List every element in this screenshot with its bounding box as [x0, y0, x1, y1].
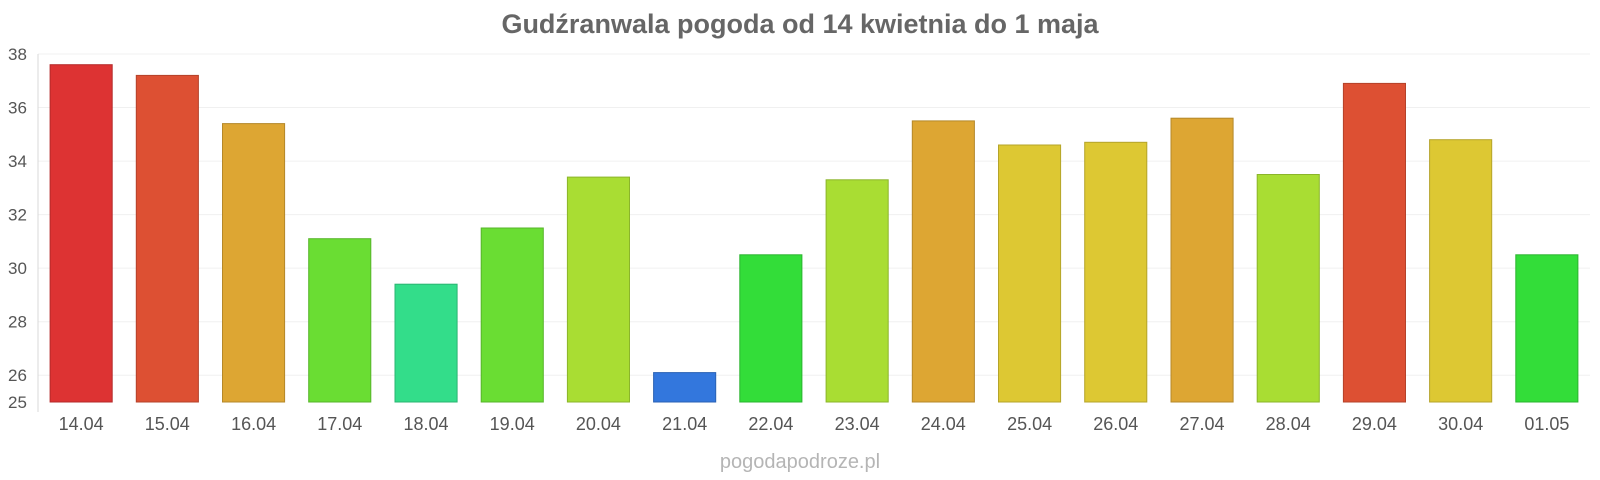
x-tick-label: 18.04 — [403, 414, 448, 434]
bar-19.04 — [480, 227, 544, 403]
bar-18.04 — [394, 283, 458, 403]
x-tick-label: 20.04 — [576, 414, 621, 434]
grid — [37, 53, 1590, 412]
x-tick-label: 23.04 — [835, 414, 880, 434]
bar-22.04 — [739, 254, 803, 403]
y-tick-label: 32 — [8, 206, 27, 225]
x-tick-label: 16.04 — [231, 414, 276, 434]
bar-24.04 — [911, 120, 975, 403]
bar-27.04 — [1170, 117, 1234, 403]
bar-26.04 — [1084, 141, 1148, 403]
bar-14.04 — [49, 64, 113, 403]
x-tick-label: 21.04 — [662, 414, 707, 434]
bars — [49, 64, 1579, 403]
x-tick-label: 24.04 — [921, 414, 966, 434]
y-tick-label: 26 — [8, 366, 27, 385]
bar-29.04 — [1342, 82, 1407, 403]
x-tick-label: 27.04 — [1179, 414, 1224, 434]
bar-20.04 — [566, 176, 631, 403]
y-tick-label: 30 — [8, 259, 27, 278]
chart-title: Gudźranwala pogoda od 14 kwietnia do 1 m… — [501, 9, 1099, 39]
bar-17.04 — [308, 238, 372, 403]
bar-25.04 — [998, 144, 1062, 403]
x-tick-label: 29.04 — [1352, 414, 1397, 434]
x-tick-label: 25.04 — [1007, 414, 1052, 434]
y-axis-ticks: 25 26 28 30 32 34 36 38 — [8, 45, 27, 412]
y-tick-label: 36 — [8, 99, 27, 118]
bar-01.05 — [1515, 254, 1579, 403]
bar-15.04 — [135, 74, 199, 403]
x-tick-label: 30.04 — [1438, 414, 1483, 434]
x-tick-label: 19.04 — [490, 414, 535, 434]
bar-30.04 — [1429, 139, 1493, 403]
watermark: pogodapodroze.pl — [720, 451, 880, 473]
y-tick-label: 25 — [8, 393, 27, 412]
y-tick-label: 34 — [8, 152, 27, 171]
x-tick-label: 14.04 — [59, 414, 104, 434]
x-axis-ticks: 14.04 15.04 16.04 17.04 18.04 19.04 20.04 21.04… — [59, 414, 1570, 434]
x-tick-label: 17.04 — [317, 414, 362, 434]
bar-21.04 — [653, 372, 717, 403]
x-tick-label: 01.05 — [1524, 414, 1569, 434]
x-tick-label: 15.04 — [145, 414, 190, 434]
x-tick-label: 26.04 — [1093, 414, 1138, 434]
x-tick-label: 22.04 — [748, 414, 793, 434]
x-tick-label: 28.04 — [1266, 414, 1311, 434]
bar-23.04 — [825, 179, 889, 403]
bar-16.04 — [222, 123, 286, 403]
y-tick-label: 28 — [8, 313, 27, 332]
bar-28.04 — [1256, 174, 1320, 403]
y-tick-label: 38 — [8, 45, 27, 64]
